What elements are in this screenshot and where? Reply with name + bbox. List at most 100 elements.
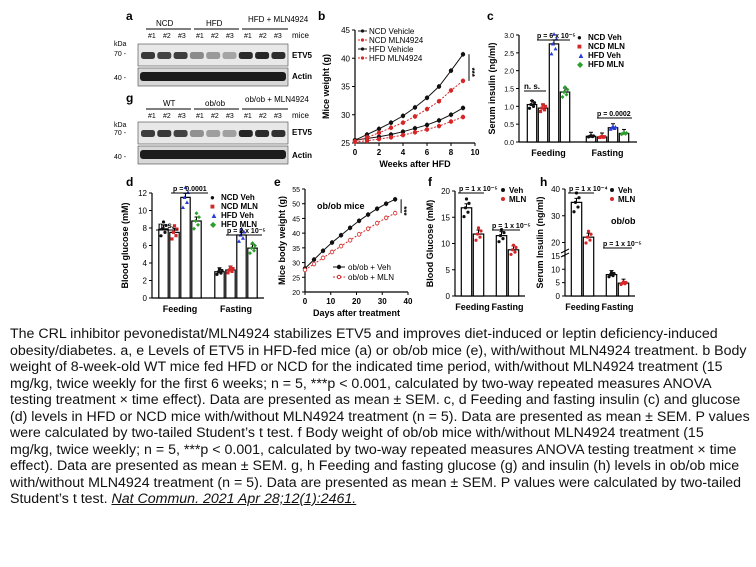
- data-point: [510, 248, 515, 252]
- inset-title: ob/ob mice: [317, 201, 365, 211]
- legend-marker: ◆: [210, 220, 217, 229]
- data-point: [529, 102, 533, 107]
- legend-marker: ■: [577, 42, 582, 51]
- x-tick-label: 10: [471, 148, 480, 157]
- legend-label: HFD Vehicle: [369, 45, 414, 54]
- data-point: [159, 234, 163, 238]
- category-label: Feeding: [455, 302, 490, 312]
- data-point: [163, 230, 167, 234]
- bar: [247, 247, 258, 299]
- legend-marker: [336, 274, 342, 280]
- y-tick-label: 35: [341, 83, 350, 92]
- citation-link[interactable]: Nat Commun. 2021 Apr 28;12(1):2461.: [111, 491, 357, 507]
- bar: [537, 107, 549, 143]
- y-axis-label: Blood glucose (mM): [120, 203, 130, 289]
- y-axis-label: Serum Insulin (ng/ml): [535, 196, 545, 288]
- legend-label: HFD MLN: [221, 220, 257, 229]
- data-point: [513, 250, 517, 254]
- legend-marker: [360, 47, 365, 51]
- legend-marker: [360, 29, 365, 33]
- x-tick-label: 0: [303, 297, 308, 306]
- blot-e-band-actin: Actin: [292, 151, 312, 160]
- data-point: [572, 210, 576, 214]
- y-tick-label: 40: [551, 185, 560, 194]
- y-tick-label: 15: [441, 213, 450, 222]
- blot-a-mice-label: mice: [292, 31, 309, 40]
- legend-marker: [360, 38, 365, 42]
- bar: [158, 228, 169, 299]
- data-point: [302, 267, 308, 273]
- data-point: [237, 239, 241, 243]
- y-axis-label: Mice weight (g): [321, 54, 331, 119]
- data-point: [586, 229, 591, 233]
- data-point: [192, 226, 196, 231]
- annotation-pvalue: p = 1 x 10⁻⁵: [603, 241, 642, 248]
- data-point: [197, 215, 201, 220]
- bar: [472, 233, 485, 297]
- annotation-pvalue: p = 1 x 10⁻⁵: [459, 186, 498, 193]
- data-point: [501, 237, 505, 241]
- panel-letter-f: e: [274, 175, 281, 189]
- legend-label: NCD Veh: [221, 193, 255, 202]
- data-point: [576, 205, 580, 209]
- bar: [559, 91, 571, 143]
- blot-etv5-band: [271, 52, 286, 59]
- data-point: [527, 106, 532, 110]
- data-point: [376, 126, 382, 132]
- data-point: [383, 215, 389, 221]
- y-tick-label: 40: [341, 54, 350, 63]
- data-point: [216, 270, 221, 274]
- legend-label: NCD Vehicle: [369, 27, 415, 36]
- panel-d-bar-chart: d 0 2 4 6 8 10 12 Blood glucose (mM) Feeding Fast…: [120, 175, 266, 314]
- legend-marker: ●: [210, 193, 215, 202]
- data-point: [383, 201, 389, 206]
- legend-marker: [610, 188, 614, 192]
- y-tick-label: 30: [341, 111, 350, 120]
- data-point: [509, 252, 513, 257]
- data-point: [252, 248, 256, 253]
- legend-marker: ■: [210, 202, 215, 211]
- x-tick-label: 2: [377, 148, 382, 157]
- caption-text: The CRL inhibitor pevonedistat/MLN4924 s…: [10, 326, 750, 507]
- data-point: [400, 120, 406, 125]
- y-tick-label: 0.0: [504, 140, 514, 147]
- y-tick-label: 2: [143, 277, 148, 286]
- data-point: [196, 222, 200, 227]
- blot-etv5-band: [271, 130, 286, 137]
- blot-lane-label: #2: [163, 33, 171, 40]
- data-point: [467, 201, 471, 205]
- blot-lane-label: #3: [178, 113, 186, 120]
- data-point: [478, 235, 482, 239]
- bar: [180, 196, 191, 299]
- data-point: [624, 131, 629, 136]
- data-point: [172, 224, 177, 228]
- data-point: [551, 41, 555, 46]
- data-point: [511, 243, 516, 247]
- x-tick-label: 40: [404, 297, 413, 306]
- y-tick-label: 25: [341, 139, 350, 148]
- data-point: [185, 200, 189, 205]
- annotation-pvalue: p = 0.0002: [597, 111, 631, 118]
- panel-letter-e: g: [126, 91, 133, 105]
- data-point: [376, 136, 382, 142]
- data-point: [612, 271, 616, 276]
- figure-caption: The CRL inhibitor pevonedistat/MLN4924 s…: [10, 326, 750, 508]
- data-point: [448, 88, 454, 93]
- data-point: [338, 243, 344, 249]
- blot-e-marker-70: 70 -: [114, 130, 127, 137]
- y-tick-label: 1.0: [504, 104, 514, 111]
- y-tick-label: 0: [556, 292, 561, 301]
- blot-etv5-band: [173, 52, 188, 59]
- data-point: [497, 240, 501, 244]
- annotation-pvalue: p = 1 x 10⁻⁵: [492, 223, 531, 230]
- y-tick-label: 40: [292, 231, 300, 238]
- blot-a-band-actin: Actin: [292, 72, 312, 81]
- panel-a: a NCD HFD HFD + MLN4924 #1 #2 #3 #1 #2 #3 #1 #2…: [114, 9, 313, 87]
- blot-lane-label: #2: [163, 113, 171, 120]
- data-point: [448, 112, 454, 117]
- blot-lane-label: #3: [226, 113, 234, 120]
- x-tick-label: 30: [378, 297, 387, 306]
- blot-e-group-3: ob/ob + MLN4924: [245, 95, 309, 104]
- data-point: [542, 108, 547, 112]
- series-line: [354, 80, 464, 142]
